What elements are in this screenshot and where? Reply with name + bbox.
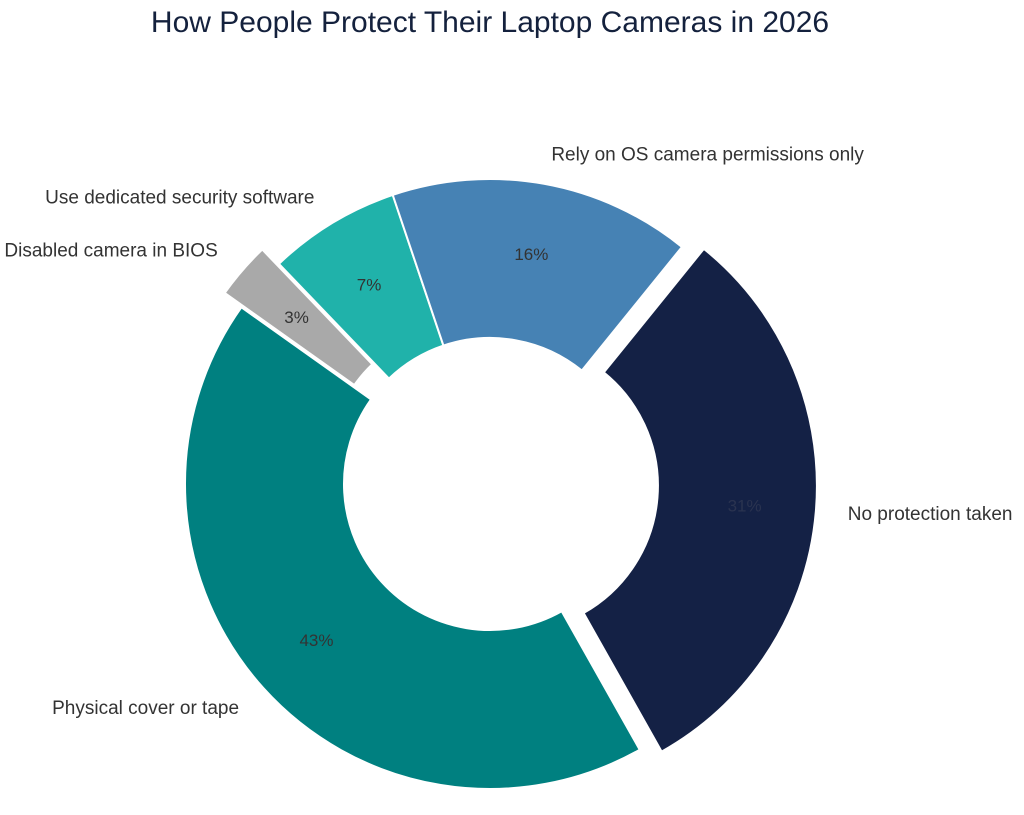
slice-category-label-0: No protection taken xyxy=(848,504,1013,525)
slice-1 xyxy=(184,305,642,790)
slice-category-label-3: Use dedicated security software xyxy=(45,187,314,208)
slice-value-label-0: 31% xyxy=(728,496,762,515)
slice-value-label-4: 16% xyxy=(514,245,548,264)
slice-0 xyxy=(582,247,818,753)
slice-category-label-2: Disabled camera in BIOS xyxy=(4,241,217,262)
chart-title: How People Protect Their Laptop Cameras … xyxy=(150,6,830,39)
slice-value-label-2: 3% xyxy=(284,308,309,327)
slice-2 xyxy=(223,248,374,387)
slice-category-label-4: Rely on OS camera permissions only xyxy=(551,144,864,165)
slice-4 xyxy=(391,178,684,372)
slice-value-label-1: 43% xyxy=(299,631,333,650)
slice-category-label-1: Physical cover or tape xyxy=(52,698,239,719)
slice-value-label-3: 7% xyxy=(357,275,382,294)
